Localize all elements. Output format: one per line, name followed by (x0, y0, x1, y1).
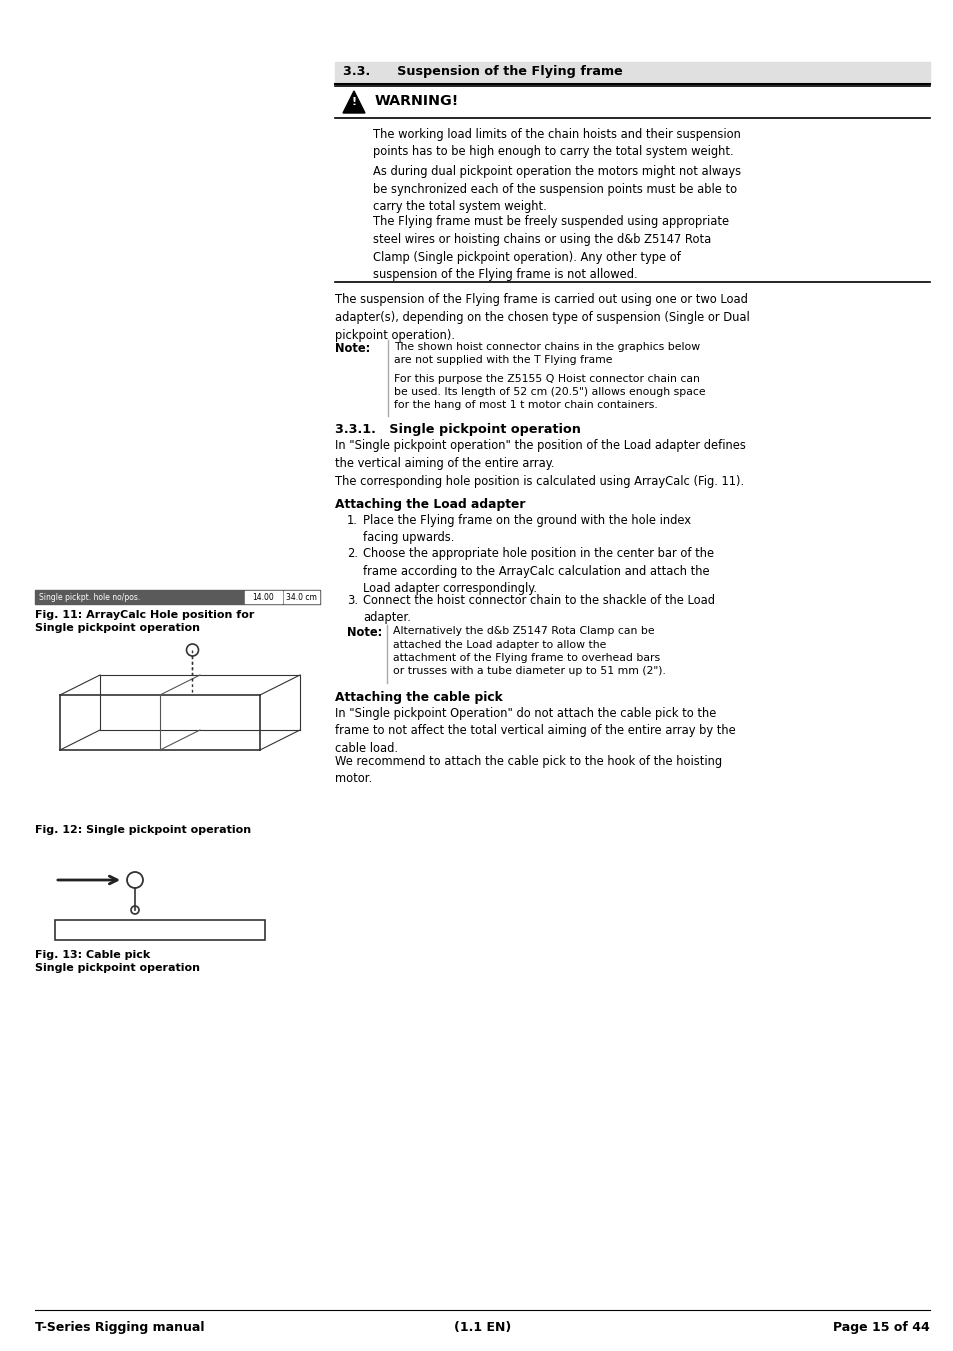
Text: Page 15 of 44: Page 15 of 44 (832, 1321, 929, 1335)
Text: We recommend to attach the cable pick to the hook of the hoisting
motor.: We recommend to attach the cable pick to… (335, 755, 721, 785)
Text: 3.3.1.   Single pickpoint operation: 3.3.1. Single pickpoint operation (335, 423, 580, 436)
Text: WARNING!: WARNING! (375, 95, 458, 108)
Text: Note:: Note: (335, 342, 370, 355)
Text: Fig. 12: Single pickpoint operation: Fig. 12: Single pickpoint operation (35, 825, 251, 835)
Text: The Flying frame must be freely suspended using appropriate
steel wires or hoist: The Flying frame must be freely suspende… (373, 216, 728, 281)
Bar (55, 920, 265, 940)
Text: 3.: 3. (347, 593, 357, 607)
Text: The shown hoist connector chains in the graphics below
are not supplied with the: The shown hoist connector chains in the … (394, 342, 700, 365)
Text: 1.: 1. (347, 513, 357, 527)
Text: The working load limits of the chain hoists and their suspension
points has to b: The working load limits of the chain hoi… (373, 128, 740, 158)
Text: Alternatively the d&b Z5147 Rota Clamp can be
attached the Load adapter to allow: Alternatively the d&b Z5147 Rota Clamp c… (393, 627, 665, 676)
Text: In "Single pickpoint Operation" do not attach the cable pick to the
frame to not: In "Single pickpoint Operation" do not a… (335, 707, 735, 754)
Polygon shape (343, 91, 365, 113)
Text: Connect the hoist connector chain to the shackle of the Load
adapter.: Connect the hoist connector chain to the… (363, 593, 714, 624)
Text: Fig. 11: ArrayCalc Hole position for
Single pickpoint operation: Fig. 11: ArrayCalc Hole position for Sin… (35, 611, 254, 634)
Text: T-Series Rigging manual: T-Series Rigging manual (35, 1321, 204, 1335)
Text: (1.1 EN): (1.1 EN) (454, 1321, 511, 1335)
Text: Fig. 13: Cable pick
Single pickpoint operation: Fig. 13: Cable pick Single pickpoint ope… (35, 950, 200, 973)
Text: Note:: Note: (347, 627, 382, 639)
Text: 34.0 cm: 34.0 cm (286, 593, 316, 601)
Text: Place the Flying frame on the ground with the hole index
facing upwards.: Place the Flying frame on the ground wit… (363, 513, 690, 544)
Text: For this purpose the Z5155 Q Hoist connector chain can
be used. Its length of 52: For this purpose the Z5155 Q Hoist conne… (394, 374, 705, 411)
Text: 14.00: 14.00 (253, 593, 274, 601)
Text: 2.: 2. (347, 547, 357, 561)
Text: As during dual pickpoint operation the motors might not always
be synchronized e: As during dual pickpoint operation the m… (373, 165, 740, 213)
Text: Choose the appropriate hole position in the center bar of the
frame according to: Choose the appropriate hole position in … (363, 547, 714, 594)
Text: Attaching the cable pick: Attaching the cable pick (335, 690, 502, 704)
Text: The suspension of the Flying frame is carried out using one or two Load
adapter(: The suspension of the Flying frame is ca… (335, 293, 749, 342)
Text: !: ! (351, 97, 356, 107)
Text: The corresponding hole position is calculated using ArrayCalc (Fig. 11).: The corresponding hole position is calcu… (335, 474, 743, 488)
Text: Single pickpt. hole no/pos.: Single pickpt. hole no/pos. (39, 593, 140, 601)
Text: Attaching the Load adapter: Attaching the Load adapter (335, 499, 525, 511)
Text: 3.3.      Suspension of the Flying frame: 3.3. Suspension of the Flying frame (343, 65, 622, 78)
Text: In "Single pickpoint operation" the position of the Load adapter defines
the ver: In "Single pickpoint operation" the posi… (335, 439, 745, 470)
